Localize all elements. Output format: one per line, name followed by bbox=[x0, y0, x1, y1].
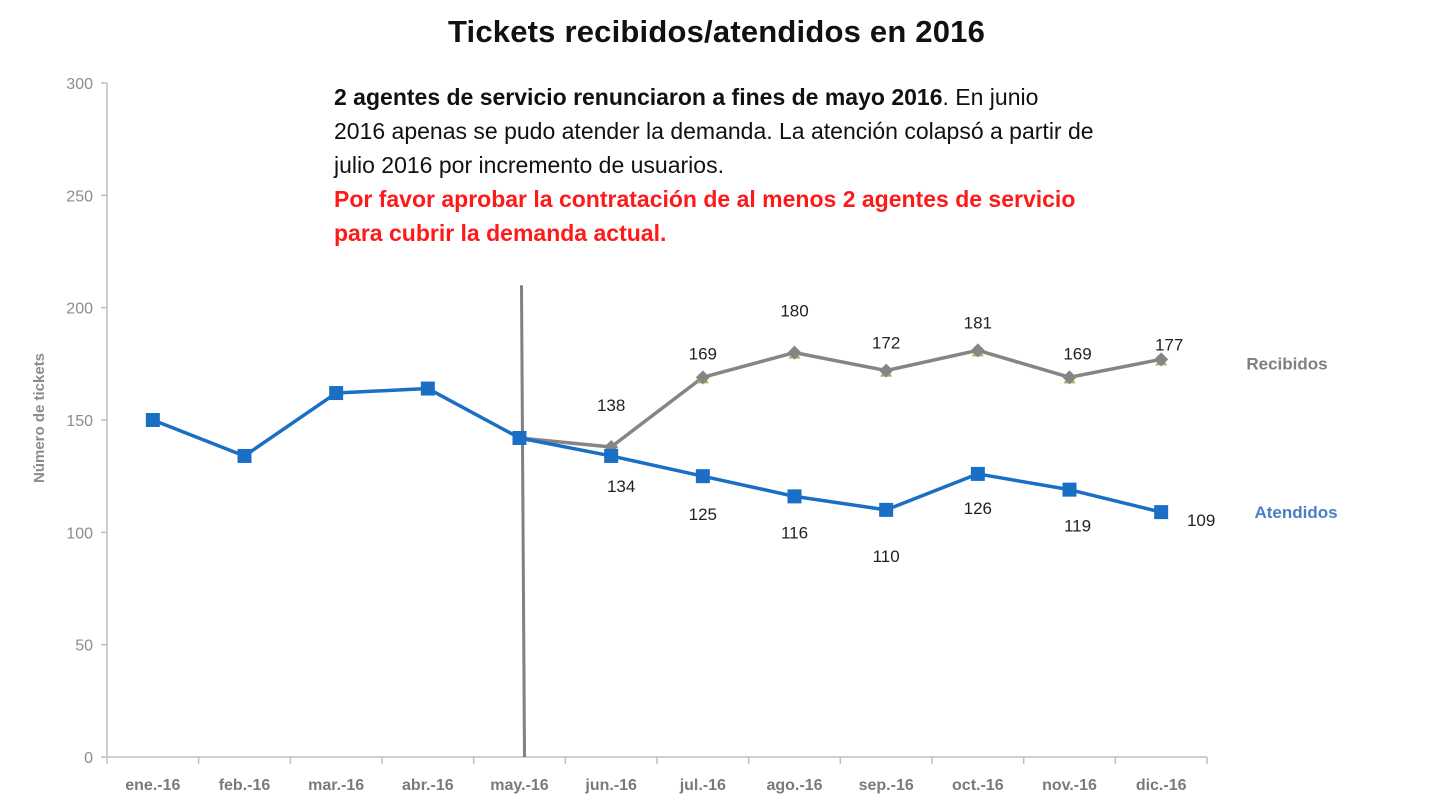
data-point bbox=[512, 430, 527, 445]
data-point bbox=[695, 469, 710, 484]
data-label: 109 bbox=[1187, 511, 1215, 530]
x-tick-label: jun.-16 bbox=[584, 777, 637, 794]
data-point bbox=[879, 502, 894, 517]
data-label: 169 bbox=[1063, 344, 1091, 363]
legend-recibidos: Recibidos bbox=[1246, 354, 1327, 373]
annotation-normal: . En junio 2016 apenas se pudo atender l… bbox=[334, 84, 1094, 178]
x-tick-label: oct.-16 bbox=[952, 777, 1004, 794]
annotation-bold: 2 agentes de servicio renunciaron a fine… bbox=[334, 84, 943, 110]
data-point bbox=[695, 370, 710, 385]
y-tick-label: 150 bbox=[66, 413, 93, 430]
data-label: 110 bbox=[873, 547, 900, 566]
data-label: 138 bbox=[597, 396, 625, 415]
x-tick-label: dic.-16 bbox=[1136, 777, 1187, 794]
series-line bbox=[519, 348, 1162, 449]
data-point bbox=[1154, 505, 1169, 520]
y-tick-label: 250 bbox=[66, 188, 93, 205]
y-tick-label: 50 bbox=[75, 638, 93, 655]
data-label: 169 bbox=[689, 344, 717, 363]
data-label: 172 bbox=[872, 334, 900, 353]
data-point bbox=[1062, 370, 1077, 385]
y-tick-label: 300 bbox=[66, 76, 93, 93]
data-label: 116 bbox=[781, 523, 808, 542]
x-tick-label: ene.-16 bbox=[125, 777, 180, 794]
data-point bbox=[420, 381, 435, 396]
data-label: 180 bbox=[780, 302, 808, 321]
data-label: 119 bbox=[1064, 517, 1091, 536]
y-tick-label: 200 bbox=[66, 301, 93, 318]
x-tick-label: mar.-16 bbox=[308, 777, 364, 794]
y-axis-title: Número de tickets bbox=[31, 353, 48, 483]
x-tick-label: may.-16 bbox=[490, 777, 549, 794]
data-label: 126 bbox=[964, 499, 992, 518]
vertical-divider bbox=[520, 285, 526, 758]
data-point bbox=[1062, 482, 1077, 497]
data-point bbox=[787, 489, 802, 504]
chart-title: Tickets recibidos/atendidos en 2016 bbox=[447, 14, 986, 49]
data-point bbox=[329, 386, 344, 401]
data-point bbox=[237, 448, 252, 463]
x-tick-label: sep.-16 bbox=[859, 777, 914, 794]
data-point bbox=[145, 413, 160, 427]
y-tick-label: 0 bbox=[84, 750, 93, 767]
x-tick-label: feb.-16 bbox=[219, 777, 271, 794]
series-recibidos: 138 169 180 172 181 169 177 Recibidos bbox=[519, 302, 1328, 454]
data-point bbox=[1154, 352, 1169, 367]
data-point bbox=[879, 363, 894, 378]
data-label: 181 bbox=[964, 313, 992, 332]
data-point bbox=[787, 345, 802, 360]
x-tick-label: jul.-16 bbox=[679, 777, 726, 794]
data-point bbox=[970, 466, 985, 481]
annotation-red: Por favor aprobar la contratación de al … bbox=[334, 186, 1076, 246]
series-line bbox=[152, 386, 1162, 514]
legend-atendidos: Atendidos bbox=[1254, 503, 1337, 522]
series-atendidos: 134 125 116 110 126 119 109 Atendidos bbox=[145, 381, 1338, 566]
x-tick-label: abr.-16 bbox=[402, 777, 454, 794]
data-label: 177 bbox=[1155, 335, 1183, 354]
y-tick-label: 100 bbox=[66, 525, 93, 542]
x-tick-label: ago.-16 bbox=[766, 777, 822, 794]
data-label: 134 bbox=[607, 477, 635, 496]
data-label: 125 bbox=[689, 505, 717, 524]
data-point bbox=[970, 343, 985, 358]
x-tick-label: nov.-16 bbox=[1042, 777, 1097, 794]
data-point bbox=[604, 448, 619, 463]
annotation-text: 2 agentes de servicio renunciaron a fine… bbox=[334, 80, 1094, 250]
